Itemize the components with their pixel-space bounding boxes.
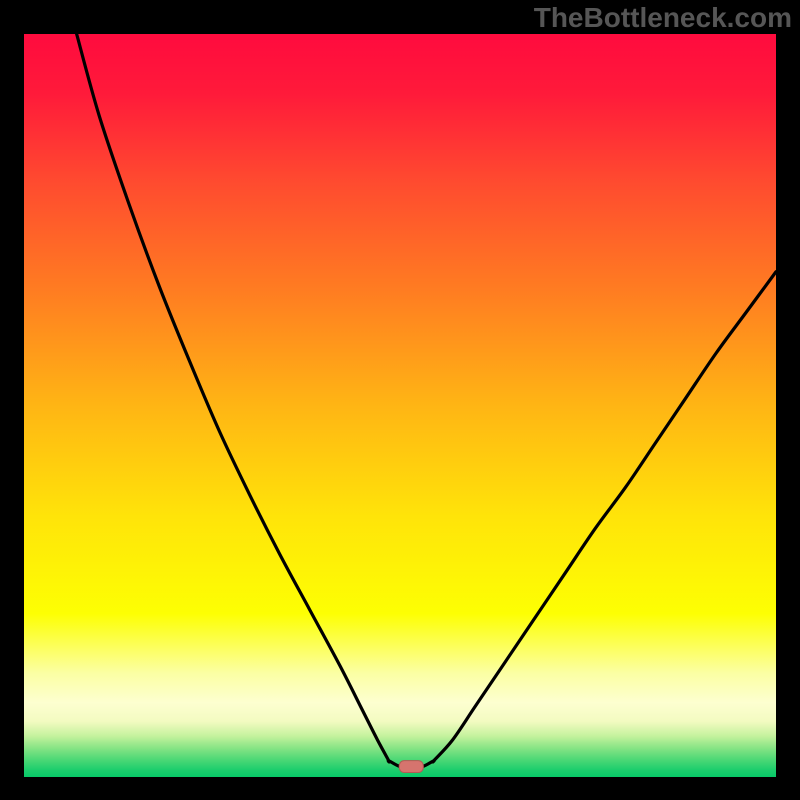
chart-stage: TheBottleneck.com (0, 0, 800, 800)
optimum-marker (399, 761, 423, 773)
watermark-text: TheBottleneck.com (534, 2, 792, 34)
gradient-background (24, 34, 776, 777)
bottleneck-chart (24, 34, 776, 777)
